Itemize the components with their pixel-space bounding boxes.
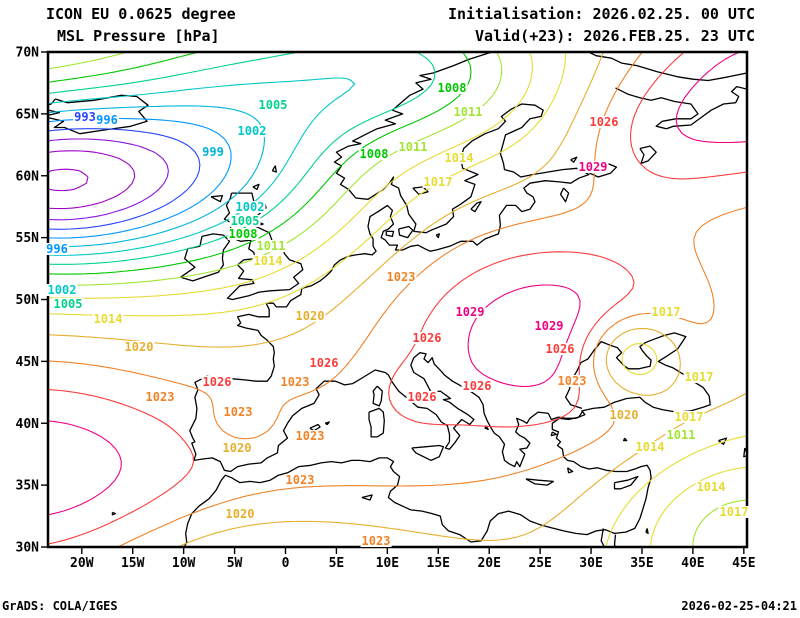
isobar-990 [49,138,169,221]
lon-tick-label: 30E [579,556,602,571]
isobar-996 [49,117,232,239]
lon-tick-label: 10W [172,556,196,571]
isobar-1023 [49,53,746,546]
isobar-999 [49,105,266,248]
lon-tick-label: 35E [630,556,653,571]
lon-tick-label: 15W [121,556,145,571]
lon-tick-label: 10E [376,556,399,571]
lon-tick-label: 20E [477,556,500,571]
map-clipped-layers [49,53,746,546]
isobar-1011 [49,53,746,546]
grads-credit: GrADS: COLA/IGES [2,599,118,613]
lat-tick-label: 40N [16,417,40,432]
isobar-993 [49,128,201,230]
lon-tick-label: 40E [681,556,704,571]
lat-tick-label: 65N [16,107,40,122]
lon-tick-label: 5W [227,556,243,571]
model-title: ICON EU 0.0625 degree [46,5,236,23]
isobar-1029 [49,53,746,516]
isobar-1002 [49,77,356,256]
lat-tick-label: 30N [16,541,40,556]
axes-layer: 70N 65N 60N 55N 50N 45N 40N 35N 30N 20W 15W 10W 5W 0 5… [16,46,756,572]
lat-tick-label: 70N [16,46,40,61]
lat-tick-label: 55N [16,231,40,246]
isobar-1020 [49,53,746,546]
isobar-987 [49,150,136,210]
field-title: MSL Pressure [hPa] [57,27,220,45]
lat-tick-label: 35N [16,479,40,494]
lat-tick-label: 60N [16,169,40,184]
lon-tick-label: 25E [528,556,551,571]
isobar-1008 [49,53,472,275]
isobar-1017 [49,53,746,546]
isobar-984 [49,168,89,192]
isobar-1014 [49,53,746,546]
isobars-layer [49,53,746,546]
lon-tick-label: 0 [282,556,290,571]
valid-time: Valid(+23): 2026.FEB.25. 23 UTC [475,27,755,45]
isobar-1026 [49,53,746,545]
creation-timestamp: 2026-02-25-04:21 [681,599,797,613]
initialisation-time: Initialisation: 2026.02.25. 00 UTC [447,5,755,23]
lat-tick-label: 45N [16,355,40,370]
lon-tick-label: 5E [329,556,345,571]
lon-tick-label: 45E [732,556,755,571]
lat-tick-label: 50N [16,293,40,308]
lon-tick-label: 20W [70,556,94,571]
lon-tick-label: 15E [427,556,450,571]
